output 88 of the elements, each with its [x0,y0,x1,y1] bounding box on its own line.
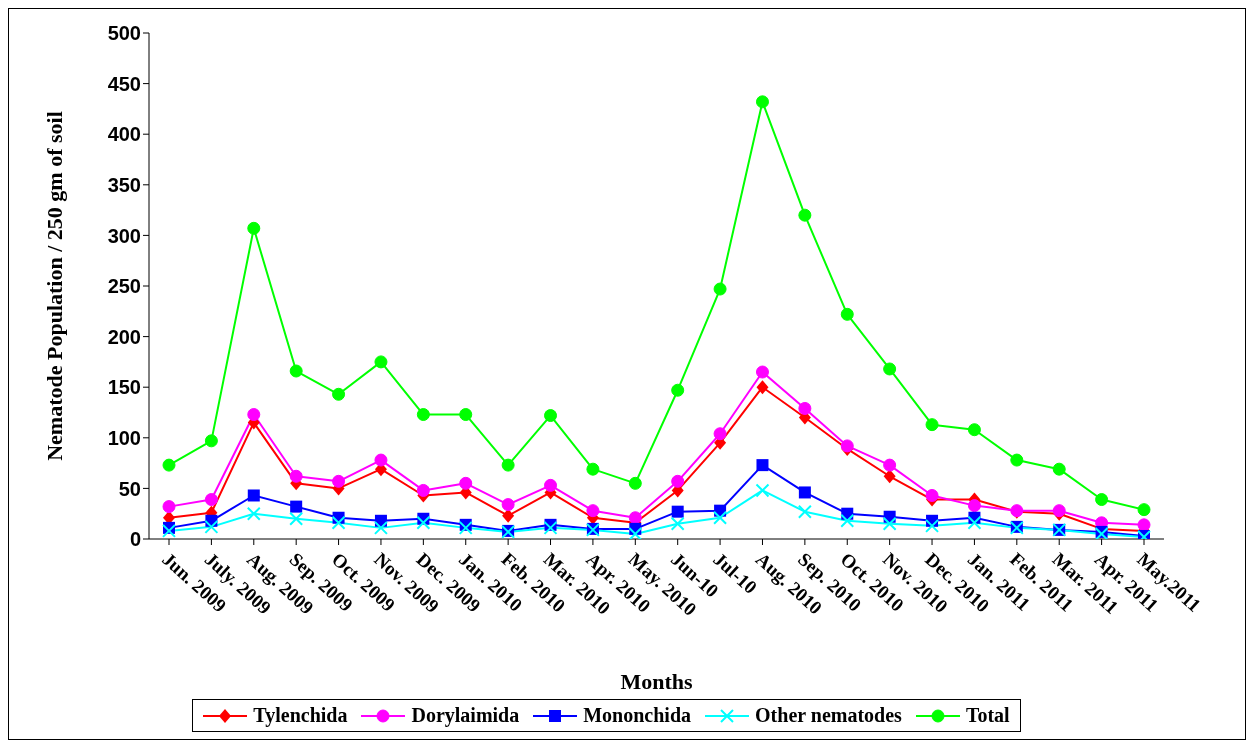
legend-label: Mononchida [583,704,692,727]
point [247,221,261,235]
y-tick-label: 150 [107,376,141,399]
point [798,401,812,415]
point [332,387,346,401]
y-tick-label: 300 [107,224,141,247]
point [628,511,642,525]
point [840,513,855,528]
point [331,515,346,530]
y-tick-label: 250 [107,275,141,298]
point [798,486,811,499]
point [670,516,685,531]
point [628,526,643,539]
point [374,453,388,467]
y-tick-label: 0 [129,528,141,551]
point [162,500,176,514]
point [883,362,897,376]
point [204,434,218,448]
point [373,520,388,535]
point [544,409,558,423]
point [289,364,303,378]
point [797,504,812,519]
y-tick-label: 50 [118,477,141,500]
point [162,458,176,472]
point [713,510,728,525]
point [204,519,219,534]
point [586,504,600,518]
point [1137,503,1151,517]
point [925,518,940,533]
point [671,383,685,397]
point [925,418,939,432]
point [289,469,303,483]
point [247,489,260,502]
point [882,516,897,531]
point [798,208,812,222]
legend-label: Dorylaimida [411,704,520,727]
x-axis-title: Months [620,669,693,694]
point [755,483,770,498]
point [713,282,727,296]
point [1010,453,1024,467]
point [416,483,430,497]
point [501,458,515,472]
point [1095,493,1109,507]
point [967,423,981,437]
point [925,488,939,502]
legend-label: Tylenchida [253,704,348,727]
y-tick-label: 100 [107,426,141,449]
y-tick-label: 450 [107,72,141,95]
point [586,462,600,476]
point [502,508,515,523]
point [755,95,769,109]
point [544,478,558,492]
point [289,511,304,526]
point [247,408,261,422]
point [713,427,727,441]
point [628,476,642,490]
y-tick-label: 350 [107,173,141,196]
point [756,380,769,395]
point [458,520,473,535]
point [204,493,218,507]
point [671,474,685,488]
y-axis-title: Nematode Population / 250 gm of soil [41,111,67,461]
point [459,476,473,490]
y-tick-label: 400 [107,123,141,146]
point [1052,462,1066,476]
point [459,408,473,422]
y-tick-label: 200 [107,325,141,348]
legend-label: Other nematodes [755,704,902,727]
point [967,515,982,530]
point [416,408,430,422]
point [883,469,896,484]
point [883,458,897,472]
point [290,500,303,513]
point [374,355,388,369]
point [501,498,515,512]
point [246,506,261,521]
point [840,307,854,321]
point [756,459,769,472]
point [967,499,981,513]
point [332,474,346,488]
point [755,365,769,379]
point [162,523,176,538]
legend-label: Total [965,704,1010,727]
point [1137,518,1151,532]
point [543,520,558,535]
y-tick-label: 500 [107,22,141,45]
point [671,505,684,518]
point [416,515,431,530]
